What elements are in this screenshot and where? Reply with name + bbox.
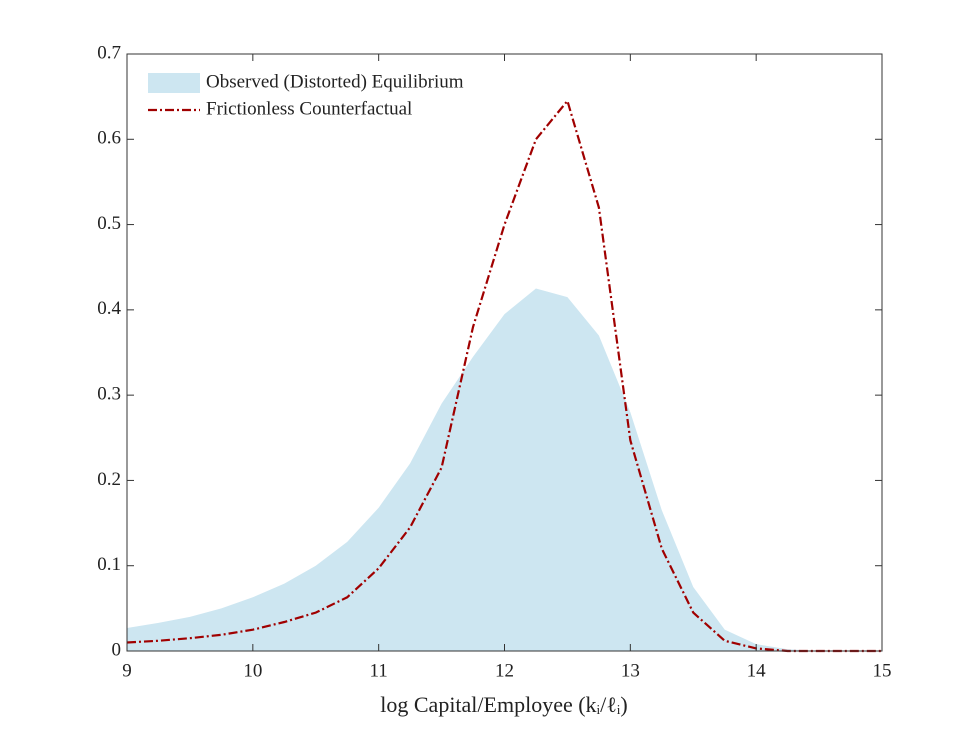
- x-tick-label: 11: [370, 660, 388, 681]
- legend-label: Observed (Distorted) Equilibrium: [206, 71, 464, 92]
- y-tick-label: 0.4: [97, 298, 121, 319]
- x-tick-label: 10: [243, 660, 262, 681]
- legend-swatch: [148, 73, 200, 93]
- x-tick-label: 15: [873, 660, 892, 681]
- y-tick-label: 0.1: [97, 554, 121, 575]
- y-tick-label: 0.2: [97, 469, 121, 490]
- x-tick-label: 9: [122, 660, 132, 681]
- x-tick-label: 12: [495, 660, 514, 681]
- y-tick-label: 0.5: [97, 213, 121, 234]
- x-tick-label: 14: [747, 660, 767, 681]
- x-axis-label: log Capital/Employee (kᵢ/ℓᵢ): [380, 692, 627, 717]
- legend-label: Frictionless Counterfactual: [206, 98, 412, 119]
- y-tick-label: 0: [112, 639, 122, 660]
- x-tick-label: 13: [621, 660, 640, 681]
- y-tick-label: 0.7: [97, 42, 121, 63]
- area: [127, 288, 882, 651]
- y-tick-label: 0.3: [97, 384, 121, 405]
- y-tick-label: 0.6: [97, 128, 121, 149]
